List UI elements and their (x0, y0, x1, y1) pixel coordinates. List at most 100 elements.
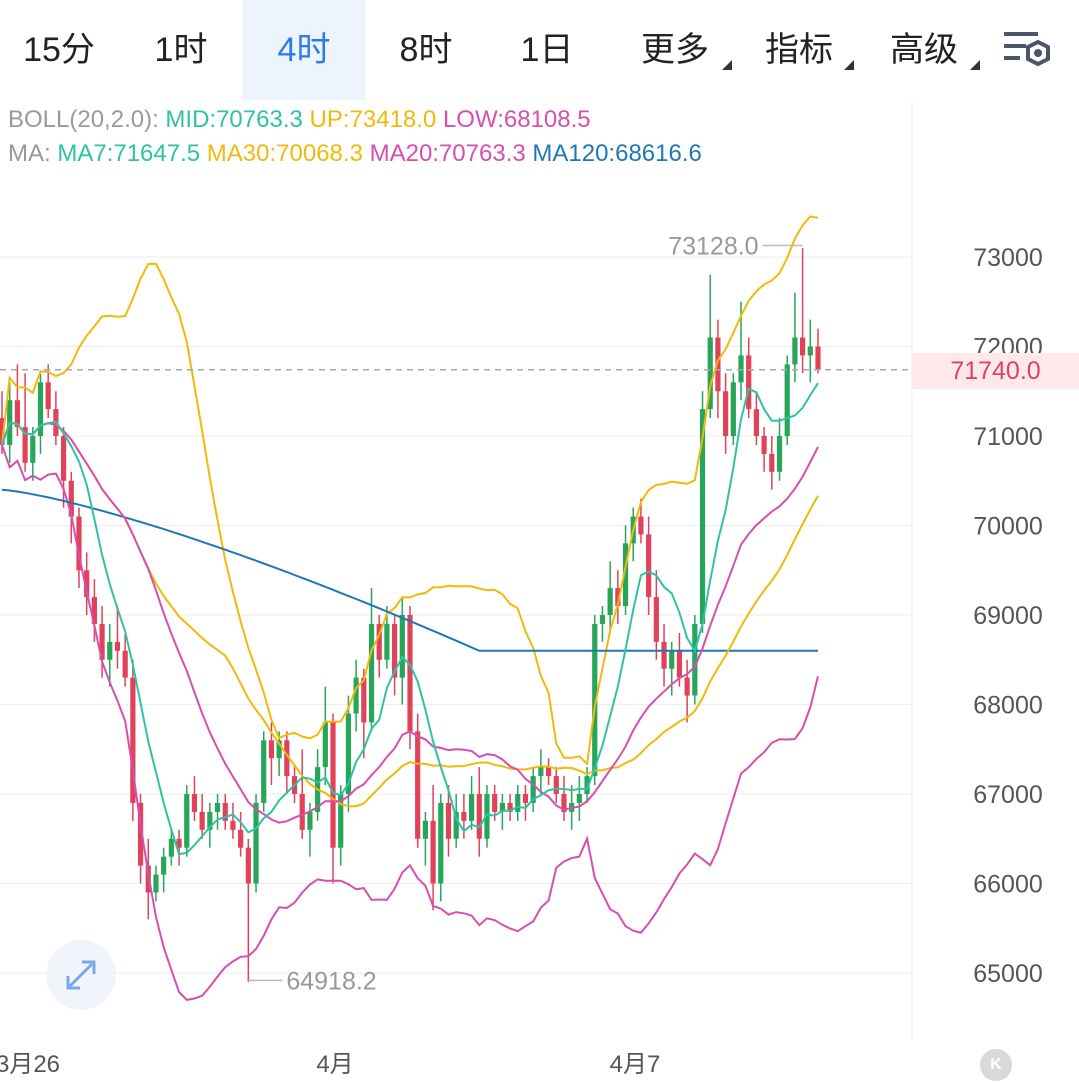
candle-body (415, 731, 421, 839)
boll-upper-line (1, 215, 819, 766)
candle-body (753, 409, 760, 436)
boll-prefix: BOLL(20,2.0): (8, 106, 159, 133)
tab-7[interactable]: 高级 (862, 0, 986, 100)
x-tick-label: 4月 (316, 1051, 353, 1078)
candle-body (815, 346, 821, 370)
candle-body (492, 794, 498, 812)
candle-body (84, 570, 90, 598)
chart-settings-icon[interactable] (1000, 28, 1056, 72)
candle-body (307, 811, 313, 830)
candle-body (707, 337, 713, 410)
tab-1[interactable]: 1时 (122, 0, 240, 100)
tab-2[interactable]: 4时 (243, 0, 365, 100)
candle-body (276, 740, 282, 759)
candlestick-chart[interactable]: 6500066000670006800069000700007100072000… (0, 100, 1079, 1083)
candle-body (22, 427, 28, 463)
candle-body (723, 391, 729, 436)
tab-3[interactable]: 8时 (366, 0, 486, 100)
candle-body (222, 802, 228, 821)
candle-body (176, 838, 182, 848)
candle-body (730, 382, 736, 436)
candle-body (214, 802, 221, 812)
candle-body (607, 588, 613, 615)
low-annotation: 64918.2 (286, 967, 376, 995)
candle-body (422, 820, 428, 839)
candle-body (445, 802, 452, 839)
candle-body (545, 767, 552, 777)
candle-body (207, 811, 213, 830)
tab-label: 更多 (641, 31, 709, 69)
tab-6[interactable]: 指标 (738, 0, 860, 100)
x-tick-label: 3月26 (0, 1051, 60, 1078)
candle-body (60, 436, 67, 481)
y-tick-label: 67000 (973, 781, 1043, 809)
candle-body (330, 722, 336, 848)
y-tick-label: 65000 (973, 960, 1043, 988)
k-line-button[interactable]: K (980, 1049, 1012, 1081)
candle-body (0, 418, 5, 445)
candle-body (45, 382, 51, 410)
candle-body (361, 677, 367, 723)
candle-body (615, 588, 621, 607)
candle-body (199, 811, 205, 830)
ma120-value: MA120:68616.6 (532, 140, 702, 167)
ma20-value: MA20:70763.3 (369, 140, 526, 167)
candle-body (761, 436, 767, 454)
tab-label: 指标 (765, 31, 833, 69)
candle-body (800, 337, 806, 356)
tab-label: 4时 (277, 31, 331, 69)
ma7-value: MA7:71647.5 (57, 140, 201, 167)
boll-mid: MID:70763.3 (165, 106, 303, 133)
candle-body (530, 776, 536, 803)
candle-body (107, 641, 113, 660)
chevron-down-icon (722, 60, 732, 70)
candle-body (738, 355, 744, 383)
candle-body (646, 534, 652, 598)
tab-label: 高级 (890, 31, 958, 69)
y-tick-label: 73000 (973, 244, 1043, 272)
candle-body (68, 480, 74, 517)
candle-body (515, 794, 521, 812)
candle-body (245, 847, 251, 884)
candle-body (538, 767, 544, 777)
candle-body (453, 811, 459, 839)
ma30-value: MA30:70068.3 (206, 140, 363, 167)
y-tick-label: 66000 (973, 871, 1043, 899)
candle-body (399, 615, 405, 678)
candle-body (345, 713, 352, 794)
tab-5[interactable]: 更多 (612, 0, 738, 100)
candle-body (476, 794, 482, 839)
high-annotation: 73128.0 (668, 233, 758, 261)
candle-body (191, 794, 198, 812)
ma-legend: MA: MA7:71647.5 MA30:70068.3 MA20:70763.… (8, 140, 702, 168)
tab-4[interactable]: 1日 (487, 0, 607, 100)
candle-body (769, 453, 775, 472)
boll-lower-line (1, 444, 819, 1001)
candle-body (499, 802, 505, 812)
timeframe-tabs: 15分 1时 4时 8时 1日 更多 指标 高级 (0, 0, 1079, 100)
ma20-line (1, 421, 819, 824)
chevron-down-icon (844, 60, 854, 70)
tab-0[interactable]: 15分 (0, 0, 118, 100)
candle-body (376, 623, 382, 660)
expand-icon[interactable] (46, 940, 116, 1010)
candle-body (592, 623, 598, 777)
candle-body (37, 382, 44, 436)
candle-body (99, 623, 105, 660)
boll-up: UP:73418.0 (309, 106, 437, 133)
current-price-tag: 71740.0 (912, 353, 1079, 389)
candle-body (384, 623, 390, 660)
candle-body (684, 677, 690, 696)
candle-body (122, 650, 128, 678)
candle-body (468, 794, 475, 821)
candle-body (507, 802, 513, 812)
y-tick-label: 69000 (973, 602, 1043, 630)
candle-body (168, 838, 174, 857)
candle-body (653, 597, 659, 642)
candle-body (699, 409, 706, 624)
candle-body (137, 802, 144, 866)
candle-body (14, 400, 20, 428)
candle-body (284, 740, 290, 777)
candle-body (261, 740, 267, 803)
candle-body (153, 874, 159, 893)
